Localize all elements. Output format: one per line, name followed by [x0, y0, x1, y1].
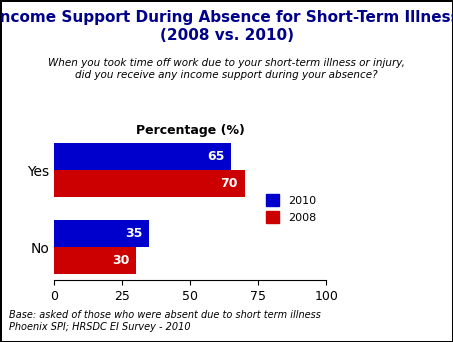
Text: 70: 70: [220, 177, 238, 190]
Bar: [54, 220, 149, 247]
Text: Income Support During Absence for Short-Term Illness
(2008 vs. 2010): Income Support During Absence for Short-…: [0, 10, 453, 43]
Text: 35: 35: [125, 227, 143, 240]
X-axis label: Percentage (%): Percentage (%): [136, 124, 245, 137]
Text: 30: 30: [112, 254, 129, 267]
Bar: [54, 143, 231, 170]
Bar: [54, 170, 245, 197]
Bar: [54, 247, 136, 274]
Text: When you took time off work due to your short-term illness or injury,
did you re: When you took time off work due to your …: [48, 58, 405, 80]
Legend: 2010, 2008: 2010, 2008: [261, 190, 321, 227]
Text: 65: 65: [207, 150, 224, 163]
Text: Base: asked of those who were absent due to short term illness
Phoenix SPI; HRSD: Base: asked of those who were absent due…: [9, 310, 321, 332]
